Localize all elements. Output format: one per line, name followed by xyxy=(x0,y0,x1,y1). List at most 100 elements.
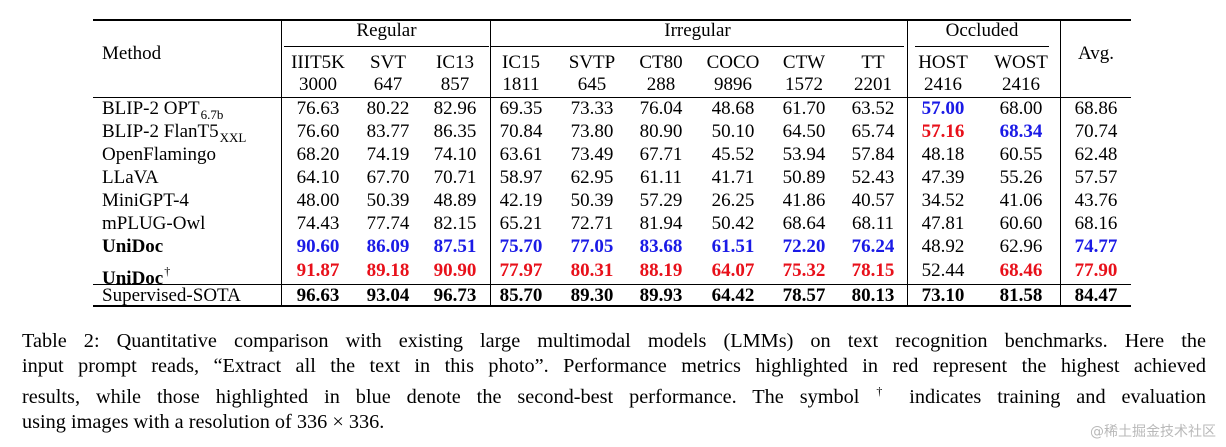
score-cell: 61.51 xyxy=(711,236,755,257)
method-name: BLIP-2 FlanT5XXL xyxy=(102,121,246,149)
method-name: mPLUG-Owl xyxy=(102,213,205,235)
score-cell: 60.55 xyxy=(999,144,1043,165)
score-cell: 61.11 xyxy=(639,167,683,188)
score-cell: 73.33 xyxy=(570,98,614,119)
score-cell: 70.71 xyxy=(433,167,477,188)
method-name: MiniGPT-4 xyxy=(102,190,189,212)
score-cell: 58.97 xyxy=(499,167,543,188)
column-count: 857 xyxy=(440,74,470,95)
score-cell: 52.43 xyxy=(851,167,895,188)
score-cell: 68.11 xyxy=(851,213,895,234)
avg-header: Avg. xyxy=(1077,43,1115,64)
sota-rule xyxy=(93,284,1131,285)
score-cell: 41.71 xyxy=(711,167,755,188)
avg-cell: 84.47 xyxy=(1074,285,1118,306)
avg-cell: 70.74 xyxy=(1074,121,1118,142)
score-cell: 96.73 xyxy=(433,285,477,306)
caption-line-3-text: results, while those highlighted in blue… xyxy=(22,386,860,408)
column-header-svtp: SVTP xyxy=(568,52,616,73)
avg-cell: 57.57 xyxy=(1074,167,1118,188)
score-cell: 90.60 xyxy=(296,236,340,257)
score-cell: 80.13 xyxy=(851,285,895,306)
method-label: Supervised-SOTA xyxy=(102,285,241,306)
score-cell: 83.68 xyxy=(639,236,683,257)
score-cell: 76.63 xyxy=(296,98,340,119)
score-cell: 85.70 xyxy=(499,285,543,306)
score-cell: 68.64 xyxy=(782,213,826,234)
score-cell: 72.71 xyxy=(570,213,614,234)
dagger-symbol: † xyxy=(876,384,894,398)
score-cell: 57.00 xyxy=(921,98,965,119)
caption-line-2: input prompt reads, “Extract all the tex… xyxy=(22,355,1206,377)
score-cell: 80.31 xyxy=(570,260,614,281)
score-cell: 64.10 xyxy=(296,167,340,188)
group-header-irregular: Irregular xyxy=(664,20,731,41)
score-cell: 68.46 xyxy=(999,260,1043,281)
group-rule-regular xyxy=(284,46,489,47)
method-name: LLaVA xyxy=(102,167,159,189)
score-cell: 64.42 xyxy=(711,285,755,306)
column-header-ct80: CT80 xyxy=(639,52,683,73)
score-cell: 81.58 xyxy=(999,285,1043,306)
column-count: 1811 xyxy=(502,74,540,95)
score-cell: 48.68 xyxy=(711,98,755,119)
method-label: mPLUG-Owl xyxy=(102,213,206,234)
avg-cell: 43.76 xyxy=(1074,190,1118,211)
dagger-symbol: † xyxy=(164,264,171,278)
score-cell: 77.05 xyxy=(570,236,614,257)
score-cell: 72.20 xyxy=(782,236,826,257)
caption-line-3: results, while those highlighted in blue… xyxy=(22,379,1206,410)
column-header-host: HOST xyxy=(918,52,968,73)
method-subscript: XXL xyxy=(219,130,247,145)
score-cell: 76.24 xyxy=(851,236,895,257)
score-cell: 61.70 xyxy=(782,98,826,119)
score-cell: 76.60 xyxy=(296,121,340,142)
score-cell: 76.04 xyxy=(639,98,683,119)
column-count: 2416 xyxy=(924,74,962,95)
score-cell: 48.89 xyxy=(433,190,477,211)
column-header-tt: TT xyxy=(861,52,885,73)
score-cell: 74.10 xyxy=(433,144,477,165)
score-cell: 40.57 xyxy=(851,190,895,211)
score-cell: 57.84 xyxy=(851,144,895,165)
method-name: UniDoc† xyxy=(102,260,170,290)
column-count: 3000 xyxy=(299,74,337,95)
caption-line-4: using images with a resolution of 336 × … xyxy=(22,411,385,433)
column-divider xyxy=(281,19,282,307)
score-cell: 70.84 xyxy=(499,121,543,142)
score-cell: 41.86 xyxy=(782,190,826,211)
score-cell: 77.97 xyxy=(499,260,543,281)
score-cell: 89.18 xyxy=(366,260,410,281)
method-name: OpenFlamingo xyxy=(102,144,216,166)
score-cell: 87.51 xyxy=(433,236,477,257)
score-cell: 73.49 xyxy=(570,144,614,165)
score-cell: 86.09 xyxy=(366,236,410,257)
column-count: 647 xyxy=(373,74,403,95)
column-divider xyxy=(907,19,908,307)
score-cell: 89.30 xyxy=(570,285,614,306)
method-label: OpenFlamingo xyxy=(102,144,216,165)
score-cell: 73.80 xyxy=(570,121,614,142)
group-header-regular: Regular xyxy=(356,20,417,41)
score-cell: 48.00 xyxy=(296,190,340,211)
score-cell: 80.22 xyxy=(366,98,410,119)
score-cell: 89.93 xyxy=(639,285,683,306)
score-cell: 81.94 xyxy=(639,213,683,234)
bottom-rule xyxy=(93,305,1131,307)
score-cell: 26.25 xyxy=(711,190,755,211)
score-cell: 90.90 xyxy=(433,260,477,281)
score-cell: 77.74 xyxy=(366,213,410,234)
score-cell: 53.94 xyxy=(782,144,826,165)
score-cell: 74.19 xyxy=(366,144,410,165)
score-cell: 91.87 xyxy=(296,260,340,281)
score-cell: 63.52 xyxy=(851,98,895,119)
score-cell: 48.92 xyxy=(921,236,965,257)
score-cell: 65.74 xyxy=(851,121,895,142)
column-count: 9896 xyxy=(714,74,752,95)
method-label: UniDoc xyxy=(102,268,164,289)
score-cell: 55.26 xyxy=(999,167,1043,188)
score-cell: 67.70 xyxy=(366,167,410,188)
caption-line-3-rest: indicates training and evaluation xyxy=(893,386,1207,408)
score-cell: 47.39 xyxy=(921,167,965,188)
